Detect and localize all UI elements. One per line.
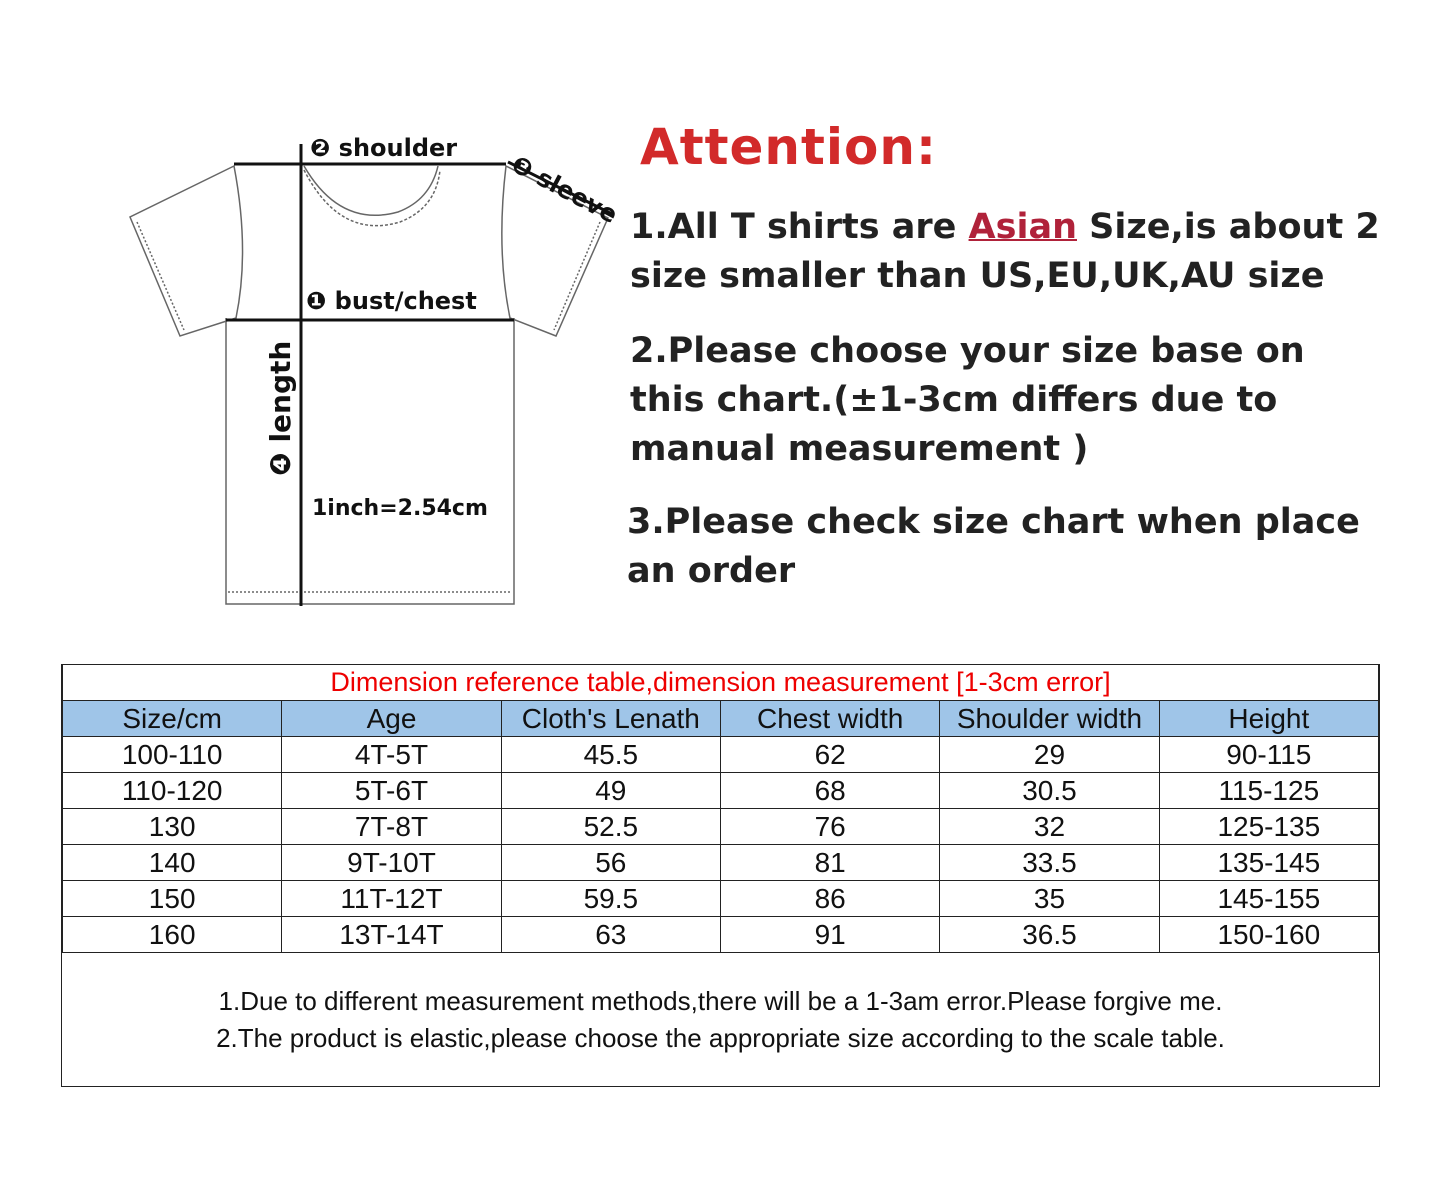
table-cell: 33.5 [939,844,1160,881]
conversion-note: 1inch=2.54cm [312,496,488,521]
table-cell: 76 [719,808,941,845]
table-header-row: Size/cm Age Cloth's Lenath Chest width Shoul… [61,700,1380,737]
table-cell: 91 [719,916,941,953]
note-1-text: 1.All T shirts are [630,207,969,247]
chest-label: ❶ bust/chest [306,287,477,315]
table-cell: 13T-14T [281,916,502,953]
table-cell: 125-135 [1158,808,1380,845]
note-3-line-2: an order [627,551,796,591]
table-cell: 4T-5T [281,736,502,773]
table-note-1: 1.Due to different measurement methods,t… [218,985,1223,1016]
table-notes: 1.Due to different measurement methods,t… [62,953,1379,1086]
column-header: Height [1158,700,1380,737]
table-cell: 62 [719,736,941,773]
table-cell: 59.5 [500,880,721,917]
column-header: Age [281,700,502,737]
table-cell: 150-160 [1158,916,1380,953]
table-cell: 81 [719,844,941,881]
table-cell: 130 [61,808,283,845]
table-cell: 86 [719,880,941,917]
table-cell: 29 [939,736,1160,773]
table-cell: 135-145 [1158,844,1380,881]
note-2-line-3: manual measurement ) [630,429,1089,469]
table-row: 130 7T-8T 52.5 76 32 125-135 [61,808,1380,845]
dimension-table: Dimension reference table,dimension meas… [61,664,1380,1087]
note-2: 2.Please choose your size base on this c… [630,327,1305,474]
table-cell: 7T-8T [281,808,502,845]
length-label: ❹ length [264,340,297,476]
table-row: 110-120 5T-6T 49 68 30.5 115-125 [61,772,1380,809]
column-header: Size/cm [61,700,283,737]
table-cell: 30.5 [939,772,1160,809]
tshirt-outline [129,164,609,605]
table-note-2: 2.The product is elastic,please choose t… [216,1022,1225,1053]
note-1: 1.All T shirts are Asian Size,is about 2… [630,203,1380,301]
table-cell: 110-120 [61,772,283,809]
table-cell: 32 [939,808,1160,845]
measurement-lines [226,144,613,606]
note-3: 3.Please check size chart when place an … [627,498,1360,596]
table-row: 160 13T-14T 63 91 36.5 150-160 [61,916,1380,953]
note-1-line-2: size smaller than US,EU,UK,AU size [630,256,1325,296]
table-row: 140 9T-10T 56 81 33.5 135-145 [61,844,1380,881]
table-cell: 11T-12T [281,880,502,917]
table-cell: 56 [500,844,721,881]
table-cell: 9T-10T [281,844,502,881]
note-3-line-1: 3.Please check size chart when place [627,502,1360,542]
table-row: 100-110 4T-5T 45.5 62 29 90-115 [61,736,1380,773]
tshirt-diagram [129,144,613,606]
table-cell: 145-155 [1158,880,1380,917]
table-cell: 115-125 [1158,772,1380,809]
table-title: Dimension reference table,dimension meas… [62,665,1379,701]
table-cell: 150 [61,880,283,917]
table-cell: 63 [500,916,721,953]
column-header: Chest width [719,700,941,737]
table-cell: 49 [500,772,721,809]
attention-title: Attention: [640,118,937,176]
table-cell: 68 [719,772,941,809]
column-header: Cloth's Lenath [500,700,721,737]
table-cell: 45.5 [500,736,721,773]
note-2-line-2: this chart.(±1-3cm differs due to [630,380,1278,420]
shoulder-label: ❷ shoulder [310,134,458,162]
column-header: Shoulder width [939,700,1160,737]
table-cell: 160 [61,916,283,953]
table-cell: 52.5 [500,808,721,845]
table-cell: 90-115 [1158,736,1380,773]
table-cell: 5T-6T [281,772,502,809]
note-1-text-end: Size,is about 2 [1077,207,1380,247]
table-cell: 100-110 [61,736,283,773]
asian-highlight: Asian [968,207,1077,247]
table-row: 150 11T-12T 59.5 86 35 145-155 [61,880,1380,917]
table-cell: 35 [939,880,1160,917]
table-cell: 140 [61,844,283,881]
table-cell: 36.5 [939,916,1160,953]
note-2-line-1: 2.Please choose your size base on [630,331,1305,371]
